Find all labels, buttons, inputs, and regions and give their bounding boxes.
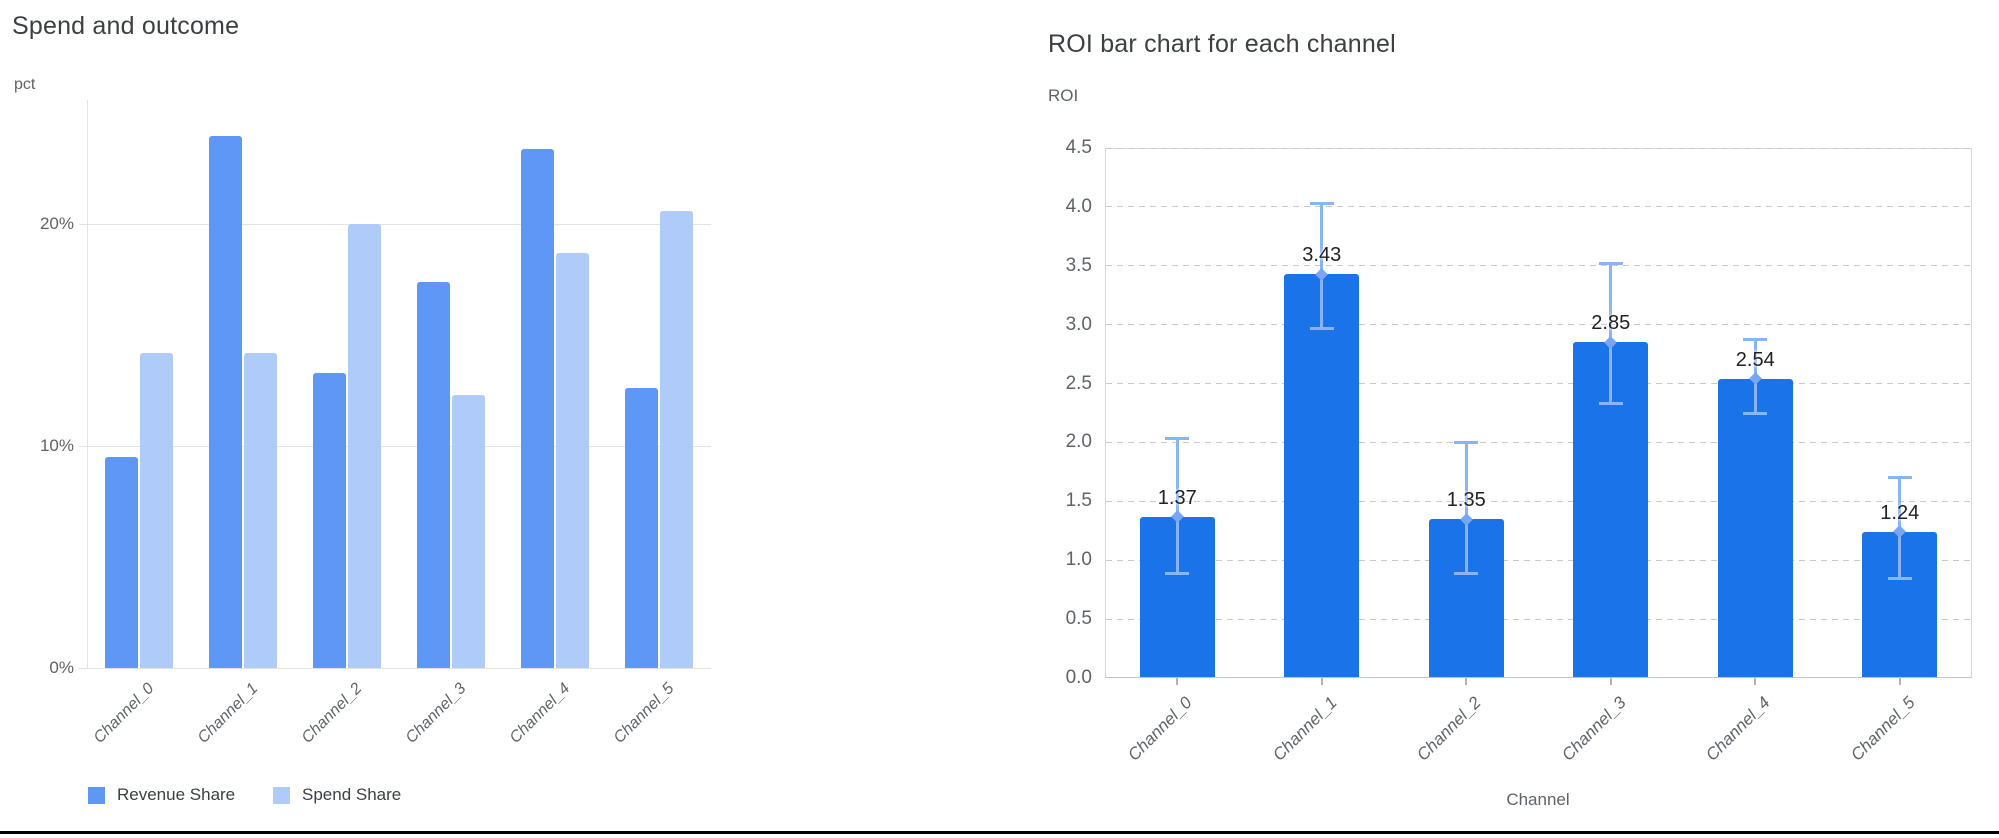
y-tick-label: 4.0 [1065, 195, 1092, 217]
bar-roi-channel_4[interactable] [1717, 378, 1793, 677]
bar-spend-share-channel_5[interactable] [660, 210, 693, 668]
bar-revenue-share-channel_0[interactable] [105, 457, 138, 668]
y-tick-label: 0.0 [1065, 667, 1092, 688]
roi-y-axis-label: ROI [1048, 86, 1079, 105]
x-tick-label-channel_5: Channel_5 [1846, 693, 1919, 765]
error-bar-line-channel_2 [1464, 442, 1468, 575]
gridline-1.5 [1106, 500, 1971, 502]
bar-value-label-channel_3: 2.85 [1591, 312, 1631, 335]
error-bar-cap-top [1887, 475, 1912, 479]
y-tick-label: 1.0 [1065, 549, 1092, 571]
bar-value-label-channel_1: 3.43 [1302, 244, 1342, 267]
y-tick-label: 0.5 [1065, 608, 1092, 630]
bar-spend-share-channel_4[interactable] [556, 253, 589, 668]
error-bar-cap-bottom [1598, 401, 1623, 405]
x-tick-mark [1465, 678, 1468, 685]
error-bar-cap-bottom [1165, 572, 1190, 576]
error-bar-cap-top [1454, 441, 1479, 445]
bar-value-label-channel_2: 1.35 [1446, 489, 1486, 511]
y-tick-label: 3.0 [1065, 313, 1092, 335]
bar-spend-share-channel_0[interactable] [140, 352, 173, 668]
x-tick-label-channel_3: Channel_3 [1557, 693, 1630, 765]
x-tick-label-channel_2: Channel_2 [1413, 693, 1485, 765]
bar-spend-share-channel_2[interactable] [348, 224, 381, 668]
bar-spend-share-channel_3[interactable] [452, 395, 485, 668]
bar-revenue-share-channel_3[interactable] [417, 281, 450, 668]
roi-chart-title: ROI bar chart for each channel [1048, 30, 1396, 58]
bar-revenue-share-channel_2[interactable] [313, 372, 346, 668]
roi-x-axis-title: Channel [1506, 790, 1570, 809]
error-bar-cap-top [1309, 202, 1334, 206]
y-tick-label: 4.5 [1065, 137, 1092, 158]
gridline-2.0 [1106, 441, 1971, 443]
legend-label: Revenue Share [117, 785, 236, 804]
error-bar-cap-top [1165, 436, 1190, 440]
y-axis-line [87, 100, 88, 668]
gridline-20% [79, 223, 711, 225]
legend-swatch [88, 786, 105, 804]
y-tick-label: 20% [39, 214, 74, 234]
gridline-0% [79, 667, 711, 669]
legend-label: Spend Share [302, 785, 402, 804]
error-bar-line-channel_3 [1609, 263, 1613, 404]
x-tick-label-channel_1: Channel_1 [1268, 693, 1341, 765]
gridline-3.5 [1106, 265, 1971, 267]
x-tick-label-channel_0: Channel_0 [1124, 693, 1196, 765]
y-tick-label: 2.0 [1065, 431, 1092, 453]
x-tick-mark [1754, 678, 1757, 685]
error-bar-line-channel_0 [1175, 437, 1179, 575]
bar-roi-channel_1[interactable] [1284, 274, 1360, 677]
y-tick-label: 1.5 [1065, 490, 1092, 512]
y-tick-label: 0% [49, 658, 74, 677]
spend-outcome-y-unit: pct [14, 76, 36, 93]
y-tick-label: 10% [39, 436, 74, 456]
y-tick-label: 3.5 [1065, 254, 1092, 276]
error-bar-cap-bottom [1887, 577, 1912, 581]
error-bar-line-channel_1 [1320, 203, 1324, 330]
gridline-10% [79, 445, 711, 447]
y-tick-label: 2.5 [1065, 372, 1092, 394]
error-bar-cap-bottom [1309, 327, 1334, 331]
gridline-1.0 [1106, 559, 1971, 561]
bar-revenue-share-channel_4[interactable] [521, 148, 554, 668]
gridline-4.0 [1106, 206, 1971, 208]
x-tick-mark [1898, 678, 1901, 685]
bottom-divider [0, 831, 1999, 834]
x-tick-mark [1320, 678, 1323, 685]
legend-item-revenue-share: Revenue Share [88, 785, 236, 804]
bar-spend-share-channel_1[interactable] [244, 352, 277, 668]
error-bar-cap-bottom [1454, 572, 1479, 576]
bar-value-label-channel_4: 2.54 [1735, 348, 1775, 371]
bar-value-label-channel_0: 1.37 [1157, 486, 1197, 509]
bar-value-label-channel_5: 1.24 [1880, 501, 1920, 524]
error-bar-cap-top [1598, 262, 1623, 266]
legend-swatch [273, 786, 290, 804]
error-bar-cap-top [1743, 337, 1768, 341]
x-tick-label-channel_4: Channel_4 [1702, 693, 1774, 765]
spend-outcome-title: Spend and outcome [12, 12, 240, 40]
plot-border [1105, 148, 1972, 678]
error-bar-cap-bottom [1743, 412, 1768, 416]
bar-revenue-share-channel_5[interactable] [625, 388, 658, 668]
bar-revenue-share-channel_1[interactable] [209, 135, 242, 668]
gridline-3.0 [1106, 324, 1971, 326]
legend-item-spend-share: Spend Share [273, 785, 402, 804]
gridline-2.5 [1106, 383, 1971, 385]
gridline-0.5 [1106, 618, 1971, 620]
gridline-4.5 [1106, 147, 1971, 149]
x-tick-mark [1609, 678, 1612, 685]
x-tick-mark [1176, 678, 1179, 685]
